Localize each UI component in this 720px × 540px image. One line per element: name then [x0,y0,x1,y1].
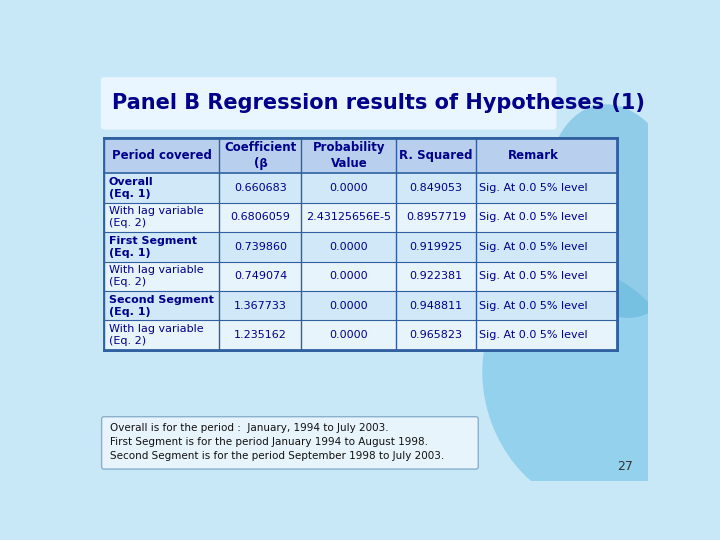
Text: First Segment
(Eq. 1): First Segment (Eq. 1) [109,236,197,258]
Text: With lag variable
(Eq. 2): With lag variable (Eq. 2) [109,265,203,287]
Ellipse shape [546,104,688,318]
Text: 0.739860: 0.739860 [234,242,287,252]
Text: Sig. At 0.0 5% level: Sig. At 0.0 5% level [480,242,588,252]
FancyBboxPatch shape [102,417,478,469]
FancyBboxPatch shape [101,77,557,130]
Text: Period covered: Period covered [112,149,212,162]
FancyBboxPatch shape [104,173,617,202]
Text: Sig. At 0.0 5% level: Sig. At 0.0 5% level [480,212,588,222]
Text: 0.660683: 0.660683 [234,183,287,193]
Text: Sig. At 0.0 5% level: Sig. At 0.0 5% level [480,330,588,340]
Text: 0.948811: 0.948811 [410,301,463,310]
FancyBboxPatch shape [104,320,617,350]
Text: 0.919925: 0.919925 [410,242,463,252]
Text: 0.965823: 0.965823 [410,330,463,340]
Text: 2.43125656E-5: 2.43125656E-5 [307,212,392,222]
Text: 1.235162: 1.235162 [234,330,287,340]
Text: 0.8957719: 0.8957719 [406,212,467,222]
Text: Coefficient
(β: Coefficient (β [225,141,297,170]
Text: 0.0000: 0.0000 [330,301,368,310]
Text: 0.0000: 0.0000 [330,271,368,281]
Ellipse shape [482,267,690,509]
Text: R. Squared: R. Squared [400,149,473,162]
Text: Second Segment
(Eq. 1): Second Segment (Eq. 1) [109,295,213,316]
Text: Panel B Regression results of Hypotheses (1): Panel B Regression results of Hypotheses… [112,93,644,113]
Text: 0.0000: 0.0000 [330,242,368,252]
FancyBboxPatch shape [104,202,617,232]
FancyBboxPatch shape [104,138,617,173]
Text: Sig. At 0.0 5% level: Sig. At 0.0 5% level [480,271,588,281]
Text: Sig. At 0.0 5% level: Sig. At 0.0 5% level [480,301,588,310]
Text: Probability
Value: Probability Value [312,141,385,170]
FancyBboxPatch shape [104,291,617,320]
FancyBboxPatch shape [104,138,617,350]
Text: Overall is for the period :  January, 1994 to July 2003.: Overall is for the period : January, 199… [110,423,389,433]
Text: 0.6806059: 0.6806059 [230,212,290,222]
Text: Second Segment is for the period September 1998 to July 2003.: Second Segment is for the period Septemb… [110,451,444,461]
Text: 0.0000: 0.0000 [330,330,368,340]
Text: 0.749074: 0.749074 [234,271,287,281]
Text: 0.849053: 0.849053 [410,183,463,193]
Text: Sig. At 0.0 5% level: Sig. At 0.0 5% level [480,183,588,193]
FancyBboxPatch shape [104,232,617,261]
Text: With lag variable
(Eq. 2): With lag variable (Eq. 2) [109,324,203,346]
Text: Remark: Remark [508,149,559,162]
Text: First Segment is for the period January 1994 to August 1998.: First Segment is for the period January … [110,437,428,447]
Text: Overall
(Eq. 1): Overall (Eq. 1) [109,177,153,199]
Text: 0.0000: 0.0000 [330,183,368,193]
Text: 0.922381: 0.922381 [410,271,463,281]
Text: With lag variable
(Eq. 2): With lag variable (Eq. 2) [109,206,203,228]
Text: 1.367733: 1.367733 [234,301,287,310]
FancyBboxPatch shape [104,261,617,291]
Text: 27: 27 [616,460,632,473]
